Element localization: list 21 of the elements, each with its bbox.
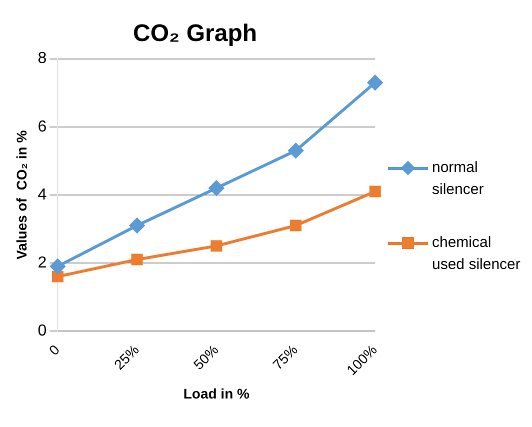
point [52, 270, 64, 282]
y-tick-label: 0 [38, 322, 47, 340]
point [368, 75, 383, 90]
point [369, 186, 381, 198]
point [210, 240, 222, 252]
point [131, 254, 143, 266]
chart-title: CO₂ Graph [132, 20, 258, 48]
x-axis-title: Load in % [183, 385, 250, 402]
point [288, 143, 304, 158]
point [208, 180, 224, 196]
legend-label: normal silencer [432, 158, 485, 200]
point [130, 218, 145, 234]
legend-label: chemical used silencer [432, 233, 522, 275]
y-axis-title: Values of CO₂ in % [13, 130, 30, 260]
y-tick-label: 4 [38, 186, 47, 204]
x-tick-label: 75% [269, 341, 301, 373]
point [290, 220, 302, 232]
y-tick-label: 6 [38, 118, 47, 136]
point [50, 258, 66, 274]
y-tick-label: 2 [38, 254, 47, 272]
y-tick-label: 8 [38, 50, 47, 68]
